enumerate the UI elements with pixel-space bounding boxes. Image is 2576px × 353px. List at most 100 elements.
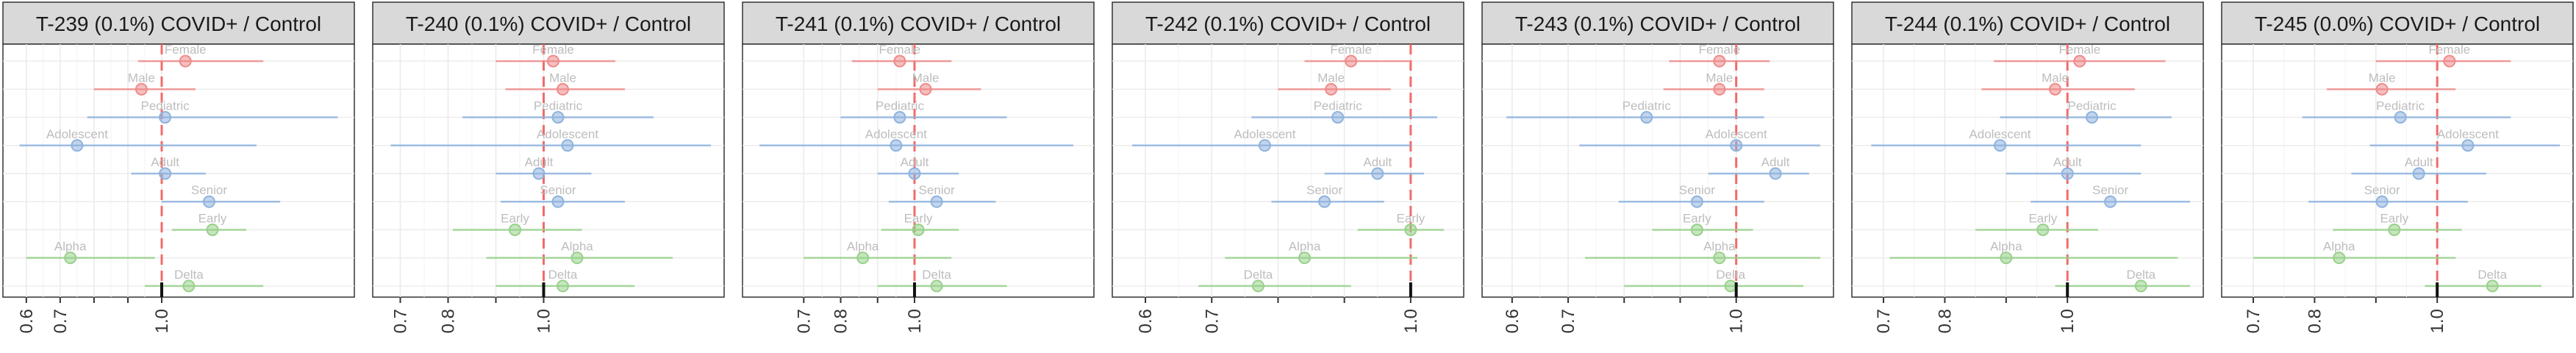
estimate-point [2388,223,2401,236]
panel-title: T-244 (0.1%) COVID+ / Control [1885,13,2170,35]
estimate-point [159,111,172,124]
point-label: Adolescent [865,127,927,141]
panel-background [372,43,725,298]
point-label: Adolescent [2437,127,2499,141]
estimate-point [1345,54,1358,68]
estimate-point [2104,195,2117,208]
estimate-point [1993,139,2006,152]
point-label: Adolescent [1234,127,1295,141]
forest-panel: T-239 (0.1%) COVID+ / Control Female Male P… [2,1,355,333]
tick-label: 1.0 [152,309,172,333]
tick-label: 1.0 [534,309,554,333]
panel-strip [1112,1,1464,45]
panel-title: T-241 (0.1%) COVID+ / Control [776,13,1061,35]
estimate-point [2073,54,2086,68]
point-label: Senior [1679,183,1715,197]
estimate-point [1724,279,1737,293]
tick-label: 0.6 [1503,309,1523,333]
estimate-point [71,139,84,152]
estimate-point [2412,167,2425,180]
estimate-point [890,139,903,152]
point-label: Male [912,71,940,85]
point-label: Male [1317,71,1345,85]
point-label: Delta [922,268,951,282]
tick-label: 0.8 [2305,309,2325,333]
point-label: Early [1397,211,1425,225]
estimate-point [570,252,584,265]
estimate-point [2461,139,2475,152]
tick-label: 0.6 [1136,309,1156,333]
point-label: Delta [174,268,204,282]
panel-title: T-245 (0.0%) COVID+ / Control [2255,13,2540,35]
point-label: Adolescent [537,127,598,141]
estimate-point [551,195,565,208]
point-label: Pediatric [876,99,925,113]
panel-background [1112,43,1464,298]
panel-background [2,43,355,298]
tick-label: 0.7 [1874,309,1894,333]
estimate-point [1690,223,1703,236]
point-label: Alpha [2323,240,2355,254]
estimate-point [1713,54,1726,68]
point-label: Delta [548,268,578,282]
point-label: Pediatric [534,99,583,113]
estimate-point [557,82,569,96]
point-label: Alpha [1703,240,1736,254]
estimate-point [893,54,906,68]
estimate-point [135,82,148,96]
point-label: Adult [901,155,929,169]
point-label: Senior [191,183,227,197]
estimate-point [2333,252,2346,265]
point-label: Pediatric [1622,99,1672,113]
point-label: Male [2042,71,2069,85]
estimate-point [1258,139,1271,152]
tick-label: 1.0 [2058,309,2078,333]
estimate-point [159,167,172,180]
panel-title: T-240 (0.1%) COVID+ / Control [406,13,691,35]
point-label: Senior [540,183,576,197]
estimate-point [1713,82,1726,96]
point-label: Alpha [54,240,87,254]
point-label: Adult [2053,155,2082,169]
estimate-point [2486,279,2499,293]
estimate-point [1690,195,1703,208]
point-label: Early [198,211,227,225]
tick-label: 0.8 [439,309,459,333]
point-label: Pediatric [1314,99,1363,113]
estimate-point [912,223,925,236]
estimate-point [2134,279,2147,293]
estimate-point [561,139,574,152]
point-label: Pediatric [2376,99,2425,113]
estimate-point [1298,252,1312,265]
panel-strip [1851,1,2204,45]
estimate-point [1251,279,1264,293]
tick-label: 0.8 [831,309,851,333]
tick-label: 1.0 [1727,309,1747,333]
estimate-point [2036,223,2050,236]
point-label: Adult [151,155,179,169]
panel-strip [1481,1,1834,45]
forest-panel: T-244 (0.1%) COVID+ / Control Female Male P… [1851,1,2204,333]
tick-label: 0.7 [1559,309,1578,333]
forest-panel: T-240 (0.1%) COVID+ / Control Female Male P… [372,1,725,333]
tick-label: 0.8 [1935,309,1955,333]
point-label: Adult [2405,155,2433,169]
estimate-point [2049,82,2062,96]
point-label: Senior [1306,183,1342,197]
estimate-point [2086,111,2099,124]
point-label: Female [2059,43,2101,57]
point-label: Alpha [1990,240,2022,254]
tick-label: 0.7 [1202,309,1222,333]
estimate-point [1371,167,1384,180]
estimate-point [182,279,196,293]
estimate-point [893,111,906,124]
forest-panel: T-242 (0.1%) COVID+ / Control Female Male P… [1112,1,1464,333]
point-label: Alpha [1289,240,1321,254]
point-label: Pediatric [2067,99,2117,113]
estimate-point [557,279,569,293]
point-label: Delta [2477,268,2507,282]
panel-strip [372,1,725,45]
point-label: Female [2429,43,2471,57]
estimate-point [2394,111,2407,124]
